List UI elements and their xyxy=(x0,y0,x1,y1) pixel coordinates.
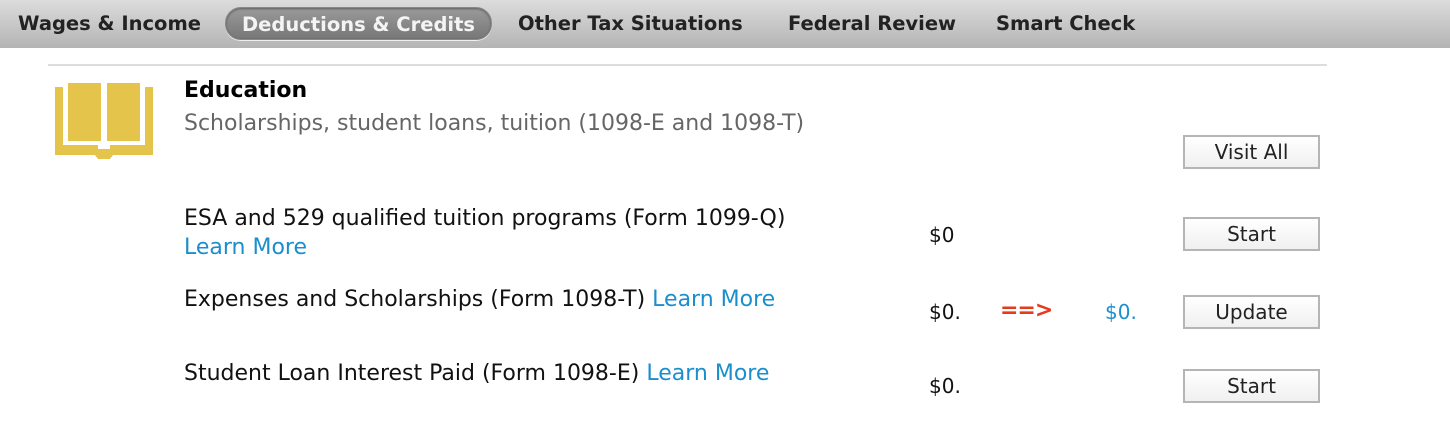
item-label: ESA and 529 qualified tuition programs (… xyxy=(184,206,786,231)
visit-all-button[interactable]: Visit All xyxy=(1183,135,1320,169)
tab-other-tax-situations[interactable]: Other Tax Situations xyxy=(518,12,743,35)
divider xyxy=(48,64,1327,66)
item-label: Expenses and Scholarships (Form 1098-T) xyxy=(184,287,646,312)
tab-federal-review[interactable]: Federal Review xyxy=(788,12,957,35)
section-subtitle: Scholarships, student loans, tuition (10… xyxy=(184,111,805,136)
update-button[interactable]: Update xyxy=(1183,295,1320,329)
start-button[interactable]: Start xyxy=(1183,217,1320,251)
learn-more-link[interactable]: Learn More xyxy=(184,235,308,260)
amount: $0. xyxy=(929,300,961,324)
section-title: Education xyxy=(184,78,308,103)
top-nav: Wages & Income Deductions & Credits Othe… xyxy=(0,0,1450,48)
list-item: Student Loan Interest Paid (Form 1098-E)… xyxy=(184,359,784,388)
item-label: Student Loan Interest Paid (Form 1098-E) xyxy=(184,361,640,386)
amount: $0 xyxy=(929,223,955,247)
tab-wages-income[interactable]: Wages & Income xyxy=(18,12,201,35)
learn-more-link[interactable]: Learn More xyxy=(652,287,776,312)
tab-smart-check[interactable]: Smart Check xyxy=(996,12,1136,35)
open-book-icon xyxy=(55,83,153,159)
change-arrow: ==> xyxy=(1000,298,1053,323)
new-amount: $0. xyxy=(1105,300,1137,324)
list-item: Expenses and Scholarships (Form 1098-T) … xyxy=(184,285,794,314)
amount: $0. xyxy=(929,374,961,398)
tab-deductions-credits[interactable]: Deductions & Credits xyxy=(225,7,493,40)
learn-more-link[interactable]: Learn More xyxy=(646,361,770,386)
start-button[interactable]: Start xyxy=(1183,369,1320,403)
list-item: ESA and 529 qualified tuition programs (… xyxy=(184,204,804,262)
